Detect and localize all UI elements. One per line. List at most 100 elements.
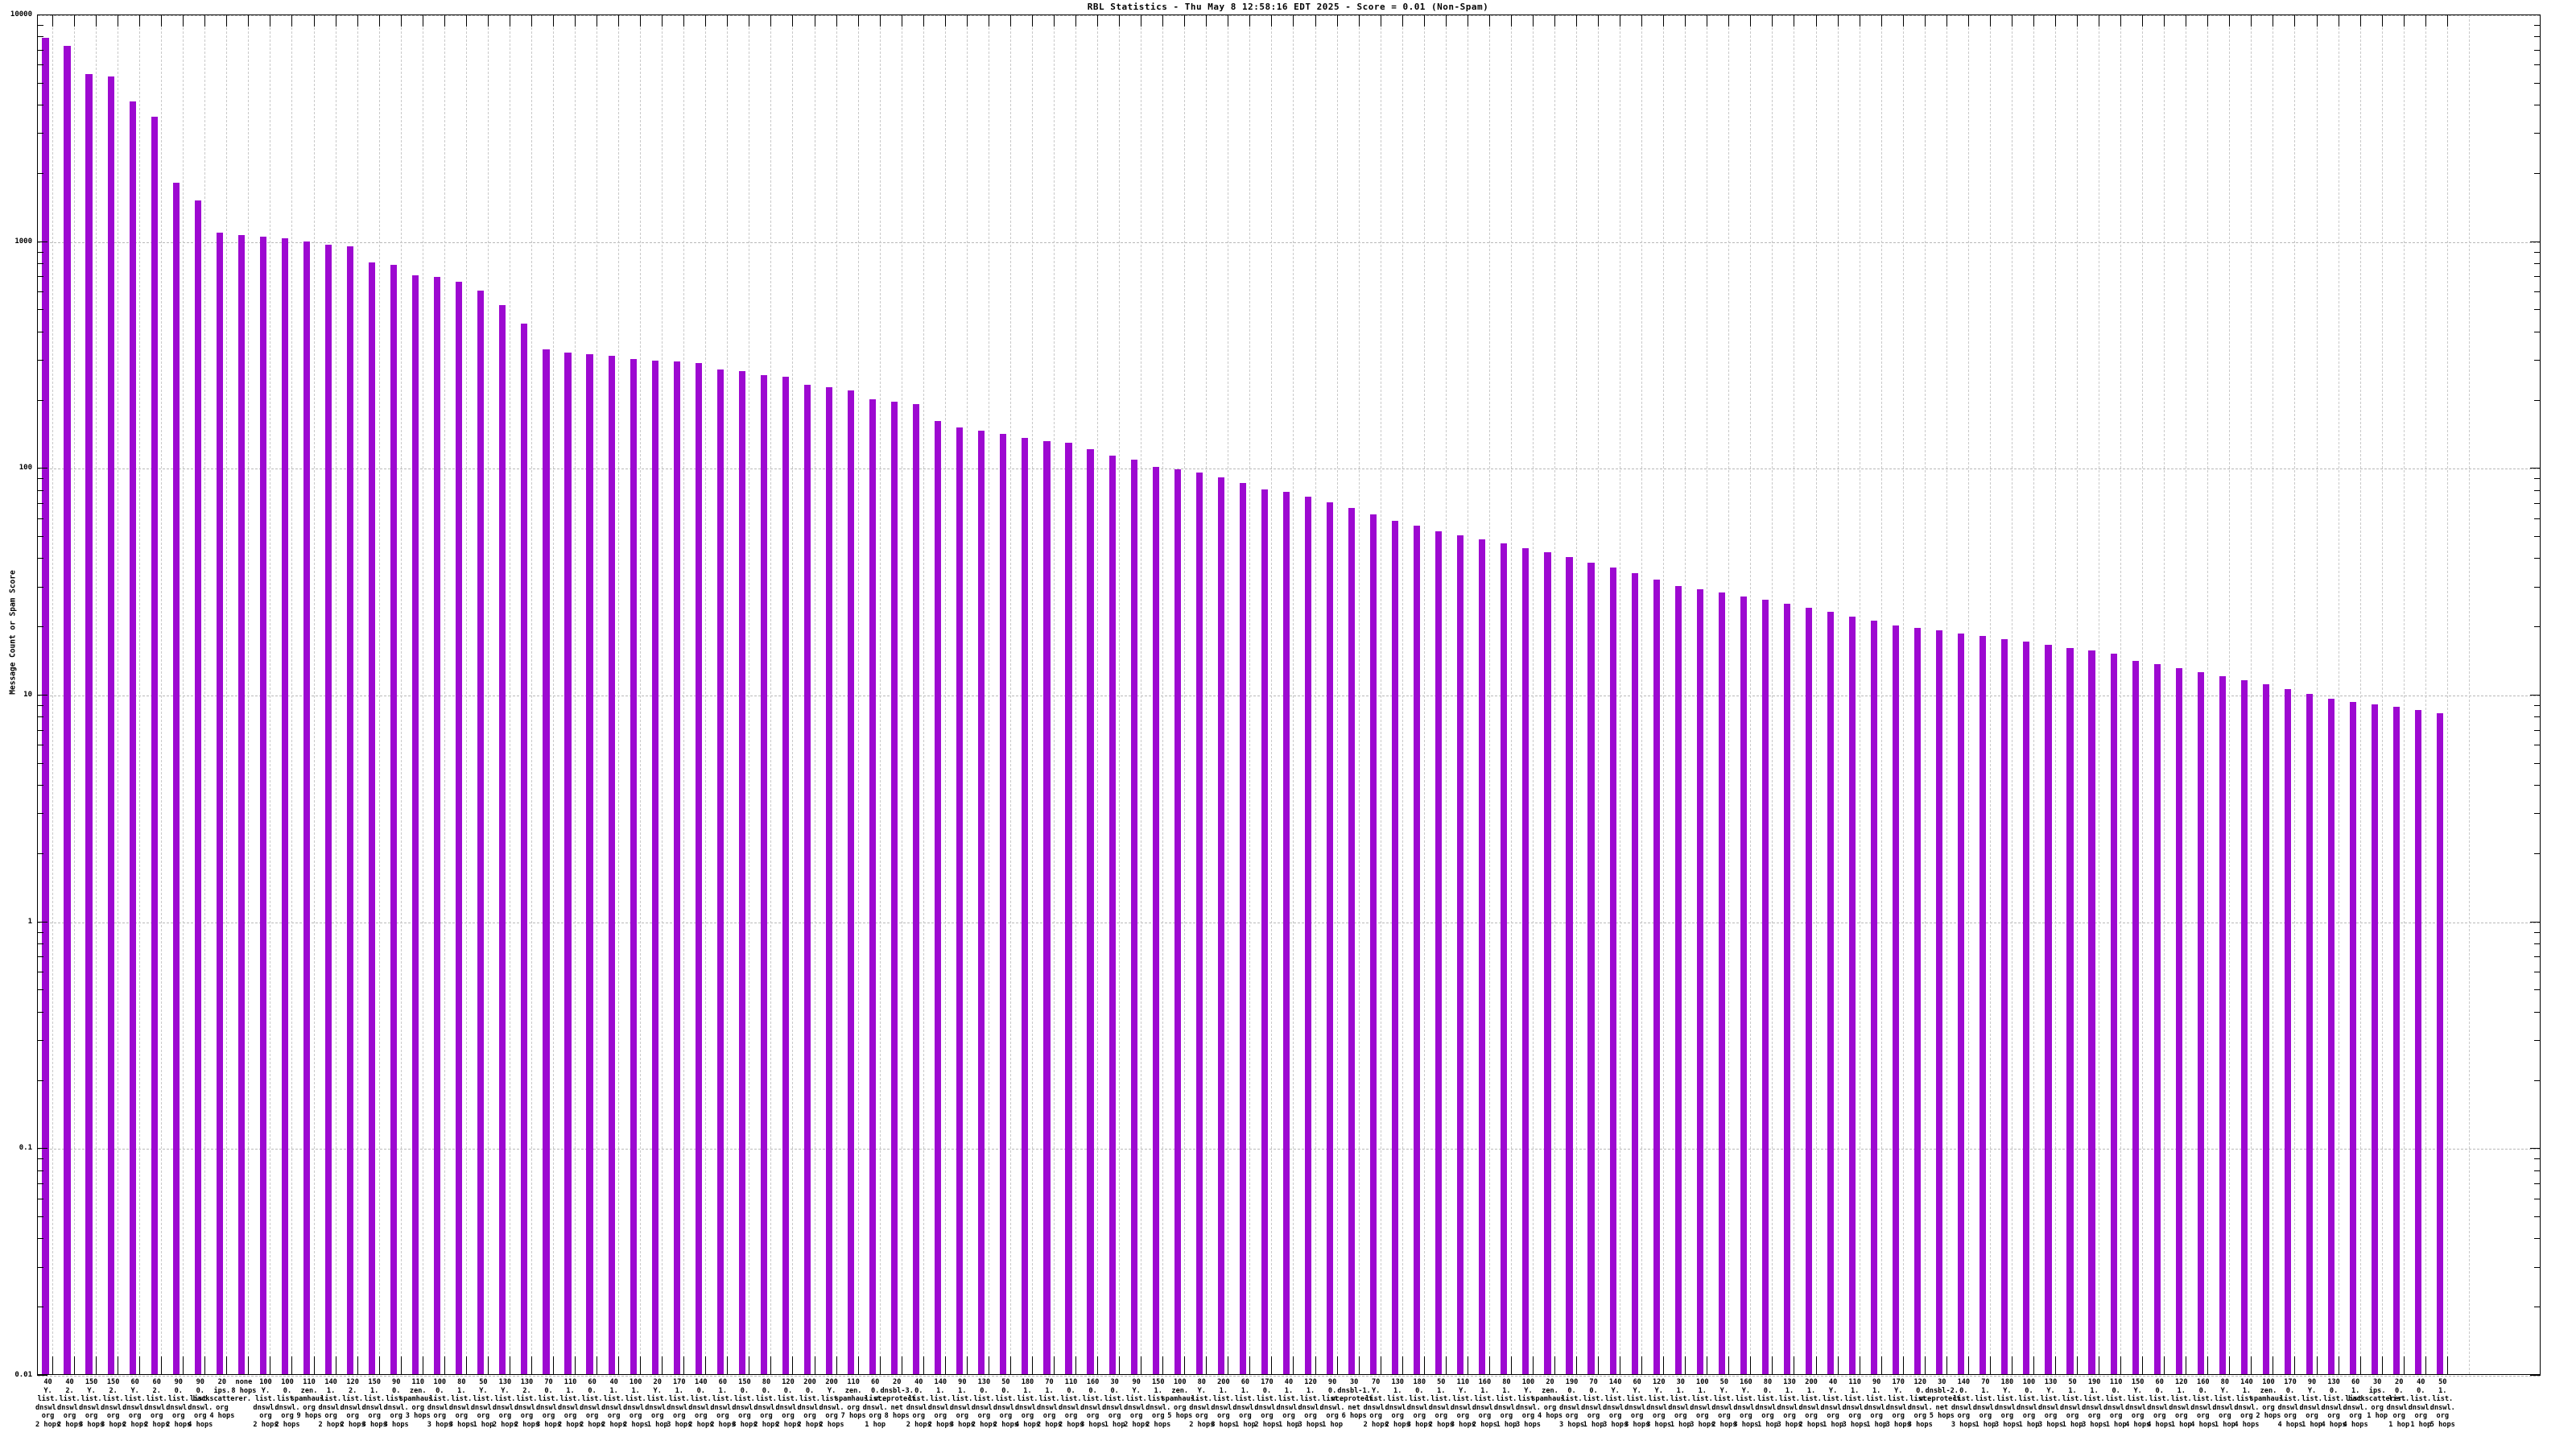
bar[interactable]	[2240, 679, 2248, 1374]
bar[interactable]	[913, 403, 920, 1374]
bar[interactable]	[521, 323, 528, 1374]
bar[interactable]	[172, 182, 180, 1374]
bar[interactable]	[1479, 539, 1486, 1374]
bar[interactable]	[803, 385, 811, 1374]
bar[interactable]	[935, 420, 942, 1374]
bar[interactable]	[782, 377, 789, 1374]
bar[interactable]	[324, 244, 332, 1374]
bar[interactable]	[1936, 630, 1943, 1374]
bar[interactable]	[1566, 557, 1573, 1374]
bar[interactable]	[760, 374, 767, 1374]
bar[interactable]	[2153, 664, 2161, 1374]
bar[interactable]	[2415, 709, 2422, 1374]
bar[interactable]	[1370, 514, 1377, 1374]
bar[interactable]	[1653, 579, 1660, 1374]
bar[interactable]	[1348, 508, 1356, 1374]
bar[interactable]	[194, 200, 201, 1374]
bar[interactable]	[1326, 502, 1334, 1374]
bar[interactable]	[848, 390, 855, 1374]
bar[interactable]	[1414, 526, 1421, 1374]
bar[interactable]	[1979, 636, 1987, 1374]
bar[interactable]	[85, 74, 93, 1374]
bar[interactable]	[369, 262, 376, 1374]
bar[interactable]	[64, 46, 71, 1374]
bar[interactable]	[1587, 562, 1595, 1374]
bar[interactable]	[825, 387, 833, 1374]
bar[interactable]	[1457, 535, 1464, 1374]
bar[interactable]	[1174, 469, 1181, 1374]
bar[interactable]	[1609, 568, 1616, 1374]
bar[interactable]	[216, 233, 223, 1374]
bar[interactable]	[107, 76, 114, 1374]
bar[interactable]	[1914, 628, 1922, 1374]
bar[interactable]	[456, 281, 463, 1374]
bar[interactable]	[1065, 443, 1072, 1374]
bar[interactable]	[2045, 644, 2052, 1374]
bar[interactable]	[2066, 647, 2074, 1374]
bar[interactable]	[1282, 491, 1290, 1374]
bar[interactable]	[2219, 675, 2226, 1374]
bar[interactable]	[978, 430, 985, 1374]
bar[interactable]	[42, 38, 49, 1374]
bar[interactable]	[1958, 633, 1965, 1374]
bar[interactable]	[1740, 596, 1747, 1374]
bar[interactable]	[1631, 573, 1638, 1374]
bar[interactable]	[2437, 713, 2444, 1374]
bar[interactable]	[281, 238, 288, 1374]
bar[interactable]	[1304, 497, 1312, 1374]
bar[interactable]	[412, 275, 419, 1374]
bar[interactable]	[151, 117, 158, 1374]
bar[interactable]	[434, 277, 441, 1374]
bar[interactable]	[891, 401, 898, 1374]
bar[interactable]	[2393, 706, 2401, 1374]
bar[interactable]	[1239, 483, 1246, 1374]
bar[interactable]	[1392, 520, 1399, 1374]
bar[interactable]	[2262, 684, 2269, 1374]
bar[interactable]	[237, 234, 245, 1374]
bar[interactable]	[1827, 612, 1835, 1374]
bar[interactable]	[716, 369, 724, 1374]
bar[interactable]	[1893, 625, 1900, 1374]
bar[interactable]	[2023, 642, 2030, 1374]
bar[interactable]	[2306, 694, 2314, 1374]
bar[interactable]	[1674, 585, 1682, 1374]
bar[interactable]	[1195, 472, 1203, 1374]
bar[interactable]	[259, 236, 266, 1374]
bar[interactable]	[1261, 489, 1268, 1374]
bar[interactable]	[1871, 621, 1878, 1374]
bar[interactable]	[2001, 638, 2008, 1374]
bar[interactable]	[1217, 477, 1224, 1374]
bar[interactable]	[1022, 437, 1029, 1374]
bar[interactable]	[2327, 699, 2335, 1374]
bar[interactable]	[2088, 650, 2095, 1374]
bar[interactable]	[1718, 592, 1725, 1374]
bar[interactable]	[738, 371, 745, 1374]
bar[interactable]	[1130, 459, 1137, 1374]
bar[interactable]	[673, 361, 680, 1374]
bar[interactable]	[1522, 547, 1530, 1374]
bar[interactable]	[2284, 689, 2291, 1374]
bar[interactable]	[1783, 603, 1790, 1374]
bar[interactable]	[303, 241, 311, 1374]
bar[interactable]	[347, 246, 354, 1374]
bar[interactable]	[1435, 531, 1443, 1374]
bar[interactable]	[1805, 607, 1813, 1374]
bar[interactable]	[1108, 456, 1116, 1374]
bar[interactable]	[1000, 434, 1007, 1374]
bar[interactable]	[1544, 552, 1551, 1374]
bar[interactable]	[499, 304, 506, 1374]
bar[interactable]	[564, 353, 572, 1374]
bar[interactable]	[869, 398, 877, 1374]
bar[interactable]	[1152, 467, 1159, 1374]
bar[interactable]	[477, 291, 485, 1374]
bar[interactable]	[543, 349, 550, 1374]
bar[interactable]	[1087, 449, 1094, 1374]
bar[interactable]	[630, 358, 637, 1374]
bar[interactable]	[608, 355, 615, 1374]
bar[interactable]	[1696, 588, 1703, 1374]
bar[interactable]	[2372, 704, 2379, 1374]
bar[interactable]	[695, 362, 702, 1374]
bar[interactable]	[2197, 671, 2204, 1374]
bar[interactable]	[1849, 616, 1856, 1374]
bar[interactable]	[2175, 667, 2182, 1374]
